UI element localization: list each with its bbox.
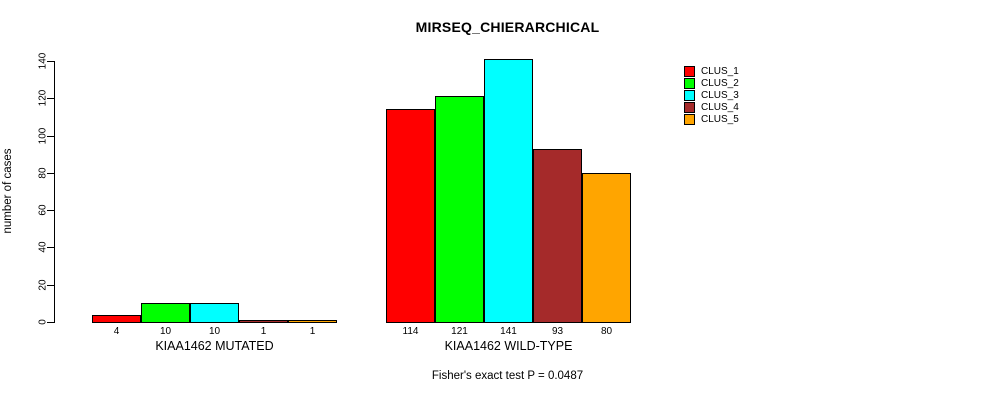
bar-clus_2 [435, 96, 484, 323]
bar-value-label: 1 [309, 326, 316, 337]
y-tick-label: 60 [37, 204, 49, 216]
legend-item-clus_5: CLUS_5 [684, 113, 739, 125]
bar-value-label: 10 [159, 326, 172, 337]
bar-value-label: 4 [113, 326, 120, 337]
bar-value-label: 10 [208, 326, 221, 337]
fisher-test-annotation: Fisher's exact test P = 0.0487 [431, 370, 584, 382]
legend-swatch-icon [684, 89, 695, 101]
y-tick-label: 140 [37, 52, 49, 70]
legend-label: CLUS_1 [701, 66, 739, 78]
bar-clus_5 [582, 173, 631, 323]
bar-clus_5 [288, 320, 337, 323]
y-tick-label: 120 [37, 89, 49, 107]
y-tick-label: 0 [37, 319, 49, 325]
bar-clus_4 [239, 320, 288, 323]
bar-clus_2 [141, 303, 190, 323]
y-axis-line [54, 61, 55, 323]
legend-label: CLUS_4 [701, 101, 739, 113]
bar-value-label: 141 [500, 326, 517, 337]
y-tick-mark [47, 247, 54, 248]
bar-value-label: 93 [551, 326, 564, 337]
bar-clus_3 [484, 59, 533, 323]
bar-clus_3 [190, 303, 239, 323]
bar-clus_1 [386, 109, 435, 323]
legend-item-clus_1: CLUS_1 [684, 66, 739, 78]
legend-label: CLUS_3 [701, 89, 739, 101]
bar-clus_1 [92, 315, 141, 323]
legend-label: CLUS_2 [701, 78, 739, 90]
legend-item-clus_2: CLUS_2 [684, 78, 739, 90]
y-tick-label: 100 [37, 127, 49, 145]
y-tick-mark [47, 136, 54, 137]
y-tick-mark [47, 285, 54, 286]
bar-value-label: 1 [260, 326, 267, 337]
group-label: KIAA1462 WILD-TYPE [444, 339, 573, 353]
y-tick-mark [47, 173, 54, 174]
legend-swatch-icon [684, 101, 695, 113]
legend-swatch-icon [684, 66, 695, 78]
y-tick-mark [47, 322, 54, 323]
y-tick-mark [47, 98, 54, 99]
legend-swatch-icon [684, 113, 695, 125]
y-axis-label: number of cases [2, 148, 14, 234]
group-label: KIAA1462 MUTATED [155, 339, 274, 353]
y-tick-label: 40 [37, 241, 49, 253]
legend-item-clus_4: CLUS_4 [684, 101, 739, 113]
y-tick-label: 20 [37, 279, 49, 291]
legend-item-clus_3: CLUS_3 [684, 89, 739, 102]
chart-title: MIRSEQ_CHIERARCHICAL [415, 19, 600, 35]
legend: CLUS_1 CLUS_2 CLUS_3 CLUS_4 CLUS_5 [684, 66, 739, 125]
bar-value-label: 114 [402, 326, 419, 337]
legend-label: CLUS_5 [701, 113, 739, 125]
y-tick-mark [47, 210, 54, 211]
bar-clus_4 [533, 149, 582, 323]
bar-value-label: 121 [451, 326, 468, 337]
bar-value-label: 80 [600, 326, 613, 337]
legend-swatch-icon [684, 78, 695, 90]
y-tick-label: 80 [37, 167, 49, 179]
y-tick-mark [47, 61, 54, 62]
